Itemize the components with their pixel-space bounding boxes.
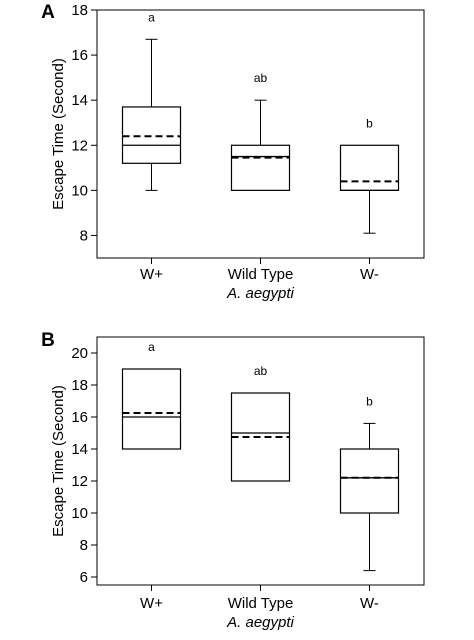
x-tick-label: Wild Type — [228, 266, 294, 283]
y-tick-label: 8 — [80, 537, 88, 554]
panel-letter: A — [41, 2, 55, 23]
y-axis-label: Escape Time (Second) — [50, 58, 67, 210]
y-tick-label: 10 — [71, 182, 88, 199]
box-group: ab — [230, 364, 291, 482]
significance-letter: ab — [254, 364, 268, 378]
box-body — [121, 106, 182, 164]
y-tick-label: 16 — [71, 47, 88, 64]
x-tick-label: W+ — [140, 595, 163, 612]
y-tick-label: 20 — [71, 345, 88, 362]
box-body — [339, 144, 400, 191]
y-tick-label: 14 — [71, 441, 88, 458]
box-group: ab — [230, 71, 291, 191]
x-tick-label: W- — [360, 266, 379, 283]
y-axis-label: Escape Time (Second) — [50, 385, 67, 537]
y-tick-label: 8 — [80, 227, 88, 244]
significance-letter: ab — [254, 71, 268, 85]
y-tick-label: 16 — [71, 409, 88, 426]
y-tick-label: 12 — [71, 137, 88, 154]
x-tick-label: Wild Type — [228, 595, 294, 612]
box-group: a — [121, 10, 182, 191]
box-body — [339, 448, 400, 514]
significance-letter: a — [148, 10, 155, 24]
panel-letter: B — [41, 330, 55, 351]
x-tick-label: W- — [360, 595, 379, 612]
box-body — [230, 144, 291, 191]
box-group: a — [121, 340, 182, 450]
chart-panel-b: B 6 8 10 12 14 16 18 20 Escape Time (Second) W+ Wil… — [41, 330, 425, 631]
y-tick-label: 14 — [71, 92, 88, 109]
x-axis-label: A. aegypti — [226, 614, 294, 631]
y-tick-label: 12 — [71, 473, 88, 490]
significance-letter: b — [366, 116, 373, 130]
y-tick-label: 18 — [71, 2, 88, 19]
chart-panel-a: A 8 10 12 14 16 18 Escape Time (Second) W+ Wild T… — [41, 2, 425, 302]
box-group: b — [339, 394, 400, 572]
box-body — [121, 368, 182, 450]
significance-letter: a — [148, 340, 155, 354]
box-group: b — [339, 116, 400, 234]
x-tick-label: W+ — [140, 266, 163, 283]
significance-letter: b — [366, 394, 373, 408]
y-tick-label: 18 — [71, 377, 88, 394]
y-tick-label: 10 — [71, 505, 88, 522]
x-axis-label: A. aegypti — [226, 285, 294, 302]
y-tick-label: 6 — [80, 569, 88, 586]
